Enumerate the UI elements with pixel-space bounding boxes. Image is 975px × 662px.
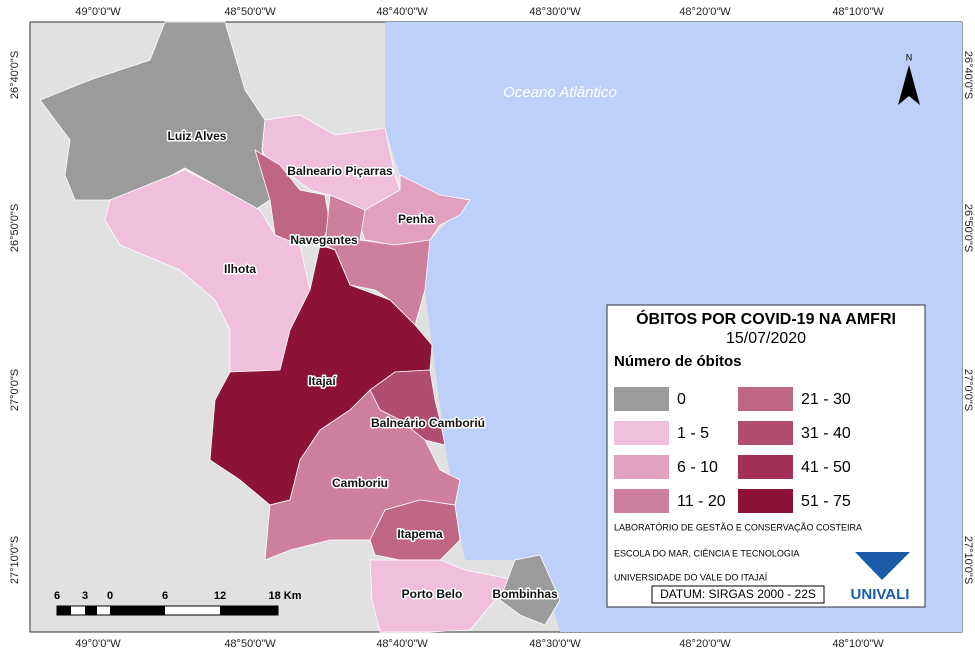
penha bbox=[359, 174, 471, 246]
coord-label: 26°50'0"S bbox=[9, 204, 21, 252]
municipality-label: Camboriu bbox=[332, 476, 388, 490]
legend-label: 6 - 10 bbox=[677, 459, 718, 476]
municipality-label: Penha bbox=[398, 212, 434, 226]
municipality-label: Ilhota bbox=[224, 262, 256, 276]
bombinhas bbox=[499, 554, 561, 626]
credit: LABORATÓRIO DE GESTÃO E CONSERVAÇÃO COST… bbox=[614, 522, 862, 532]
coord-label: 27°10'0"S bbox=[962, 536, 974, 584]
scale-label: 6 bbox=[54, 590, 60, 602]
municipality-label: Luiz Alves bbox=[168, 129, 227, 143]
legend-label: 41 - 50 bbox=[801, 459, 851, 476]
legend-title: ÓBITOS POR COVID-19 NA AMFRI bbox=[636, 309, 896, 328]
ocean-label: Oceano Atlântico bbox=[503, 84, 617, 101]
coord-label: 48°30'0"W bbox=[529, 6, 581, 18]
legend-label: 1 - 5 bbox=[677, 425, 709, 442]
municipality-label: Balneario Piçarras bbox=[287, 164, 393, 178]
municipality-label: Bombinhas bbox=[492, 587, 558, 601]
legend-swatch bbox=[614, 455, 669, 479]
coord-label: 49°0'0"W bbox=[75, 6, 121, 18]
legend-label: 11 - 20 bbox=[677, 493, 726, 510]
coord-label: 26°40'0"S bbox=[9, 51, 21, 99]
municipality-label: Navegantes bbox=[290, 233, 358, 247]
legend-swatch bbox=[614, 387, 669, 411]
legend-subtitle: Número de óbitos bbox=[614, 353, 742, 370]
coord-label: 27°0'0"S bbox=[962, 369, 974, 411]
legend-swatch bbox=[738, 387, 793, 411]
legend-label: 31 - 40 bbox=[801, 425, 851, 442]
coord-label: 27°0'0"S bbox=[9, 369, 21, 411]
north-arrow bbox=[898, 65, 920, 105]
coord-label: 48°50'0"W bbox=[224, 6, 276, 18]
coord-label: 48°20'0"W bbox=[679, 638, 731, 650]
legend-label: 51 - 75 bbox=[801, 493, 851, 510]
datum-box bbox=[651, 585, 825, 604]
legend-swatch bbox=[738, 421, 793, 445]
coord-label: 26°40'0"S bbox=[962, 51, 974, 99]
legend-swatch bbox=[614, 421, 669, 445]
scale-label: 12 bbox=[214, 590, 226, 602]
scale-label: 0 bbox=[107, 590, 113, 602]
legend-swatch bbox=[738, 489, 793, 513]
credit: UNIVERSIDADE DO VALE DO ITAJAÍ bbox=[614, 572, 768, 582]
scale-bar bbox=[56, 605, 279, 616]
legend: ÓBITOS POR COVID-19 NA AMFRI 15/07/2020 … bbox=[606, 304, 926, 608]
municipality-label: Porto Belo bbox=[402, 587, 463, 601]
coord-label: 49°0'0"W bbox=[75, 638, 121, 650]
legend-label: 0 bbox=[677, 391, 686, 408]
coord-label: 48°30'0"W bbox=[529, 638, 581, 650]
coord-label: 48°40'0"W bbox=[376, 638, 428, 650]
coord-label: 27°10'0"S bbox=[9, 536, 21, 584]
coord-label: 48°10'0"W bbox=[832, 6, 884, 18]
scale-label: 3 bbox=[82, 590, 88, 602]
coord-label: 48°40'0"W bbox=[376, 6, 428, 18]
navegantes-west bbox=[254, 149, 331, 246]
legend-swatch bbox=[738, 455, 793, 479]
municipality-label: Itapema bbox=[397, 527, 443, 541]
municipalities bbox=[39, 21, 561, 633]
coord-label: 48°10'0"W bbox=[832, 638, 884, 650]
scale-label: 18 Km bbox=[268, 590, 301, 602]
scale-label: 6 bbox=[162, 590, 168, 602]
municipality-label: Itajaí bbox=[308, 374, 336, 388]
coord-label: 48°50'0"W bbox=[224, 638, 276, 650]
logo-icon bbox=[855, 552, 910, 580]
logo: UNIVALI bbox=[851, 586, 910, 603]
coord-label: 48°20'0"W bbox=[679, 6, 731, 18]
datum: DATUM: SIRGAS 2000 - 22S bbox=[660, 587, 816, 601]
municipality-label: Balneário Camboriú bbox=[371, 416, 485, 430]
legend-label: 21 - 30 bbox=[801, 391, 851, 408]
legend-date: 15/07/2020 bbox=[726, 330, 806, 347]
coord-label: 26°50'0"S bbox=[962, 204, 974, 252]
north-label: N bbox=[906, 52, 913, 62]
legend-swatch bbox=[614, 489, 669, 513]
credit: ESCOLA DO MAR, CIÊNCIA E TECNOLOGIA bbox=[614, 548, 799, 558]
